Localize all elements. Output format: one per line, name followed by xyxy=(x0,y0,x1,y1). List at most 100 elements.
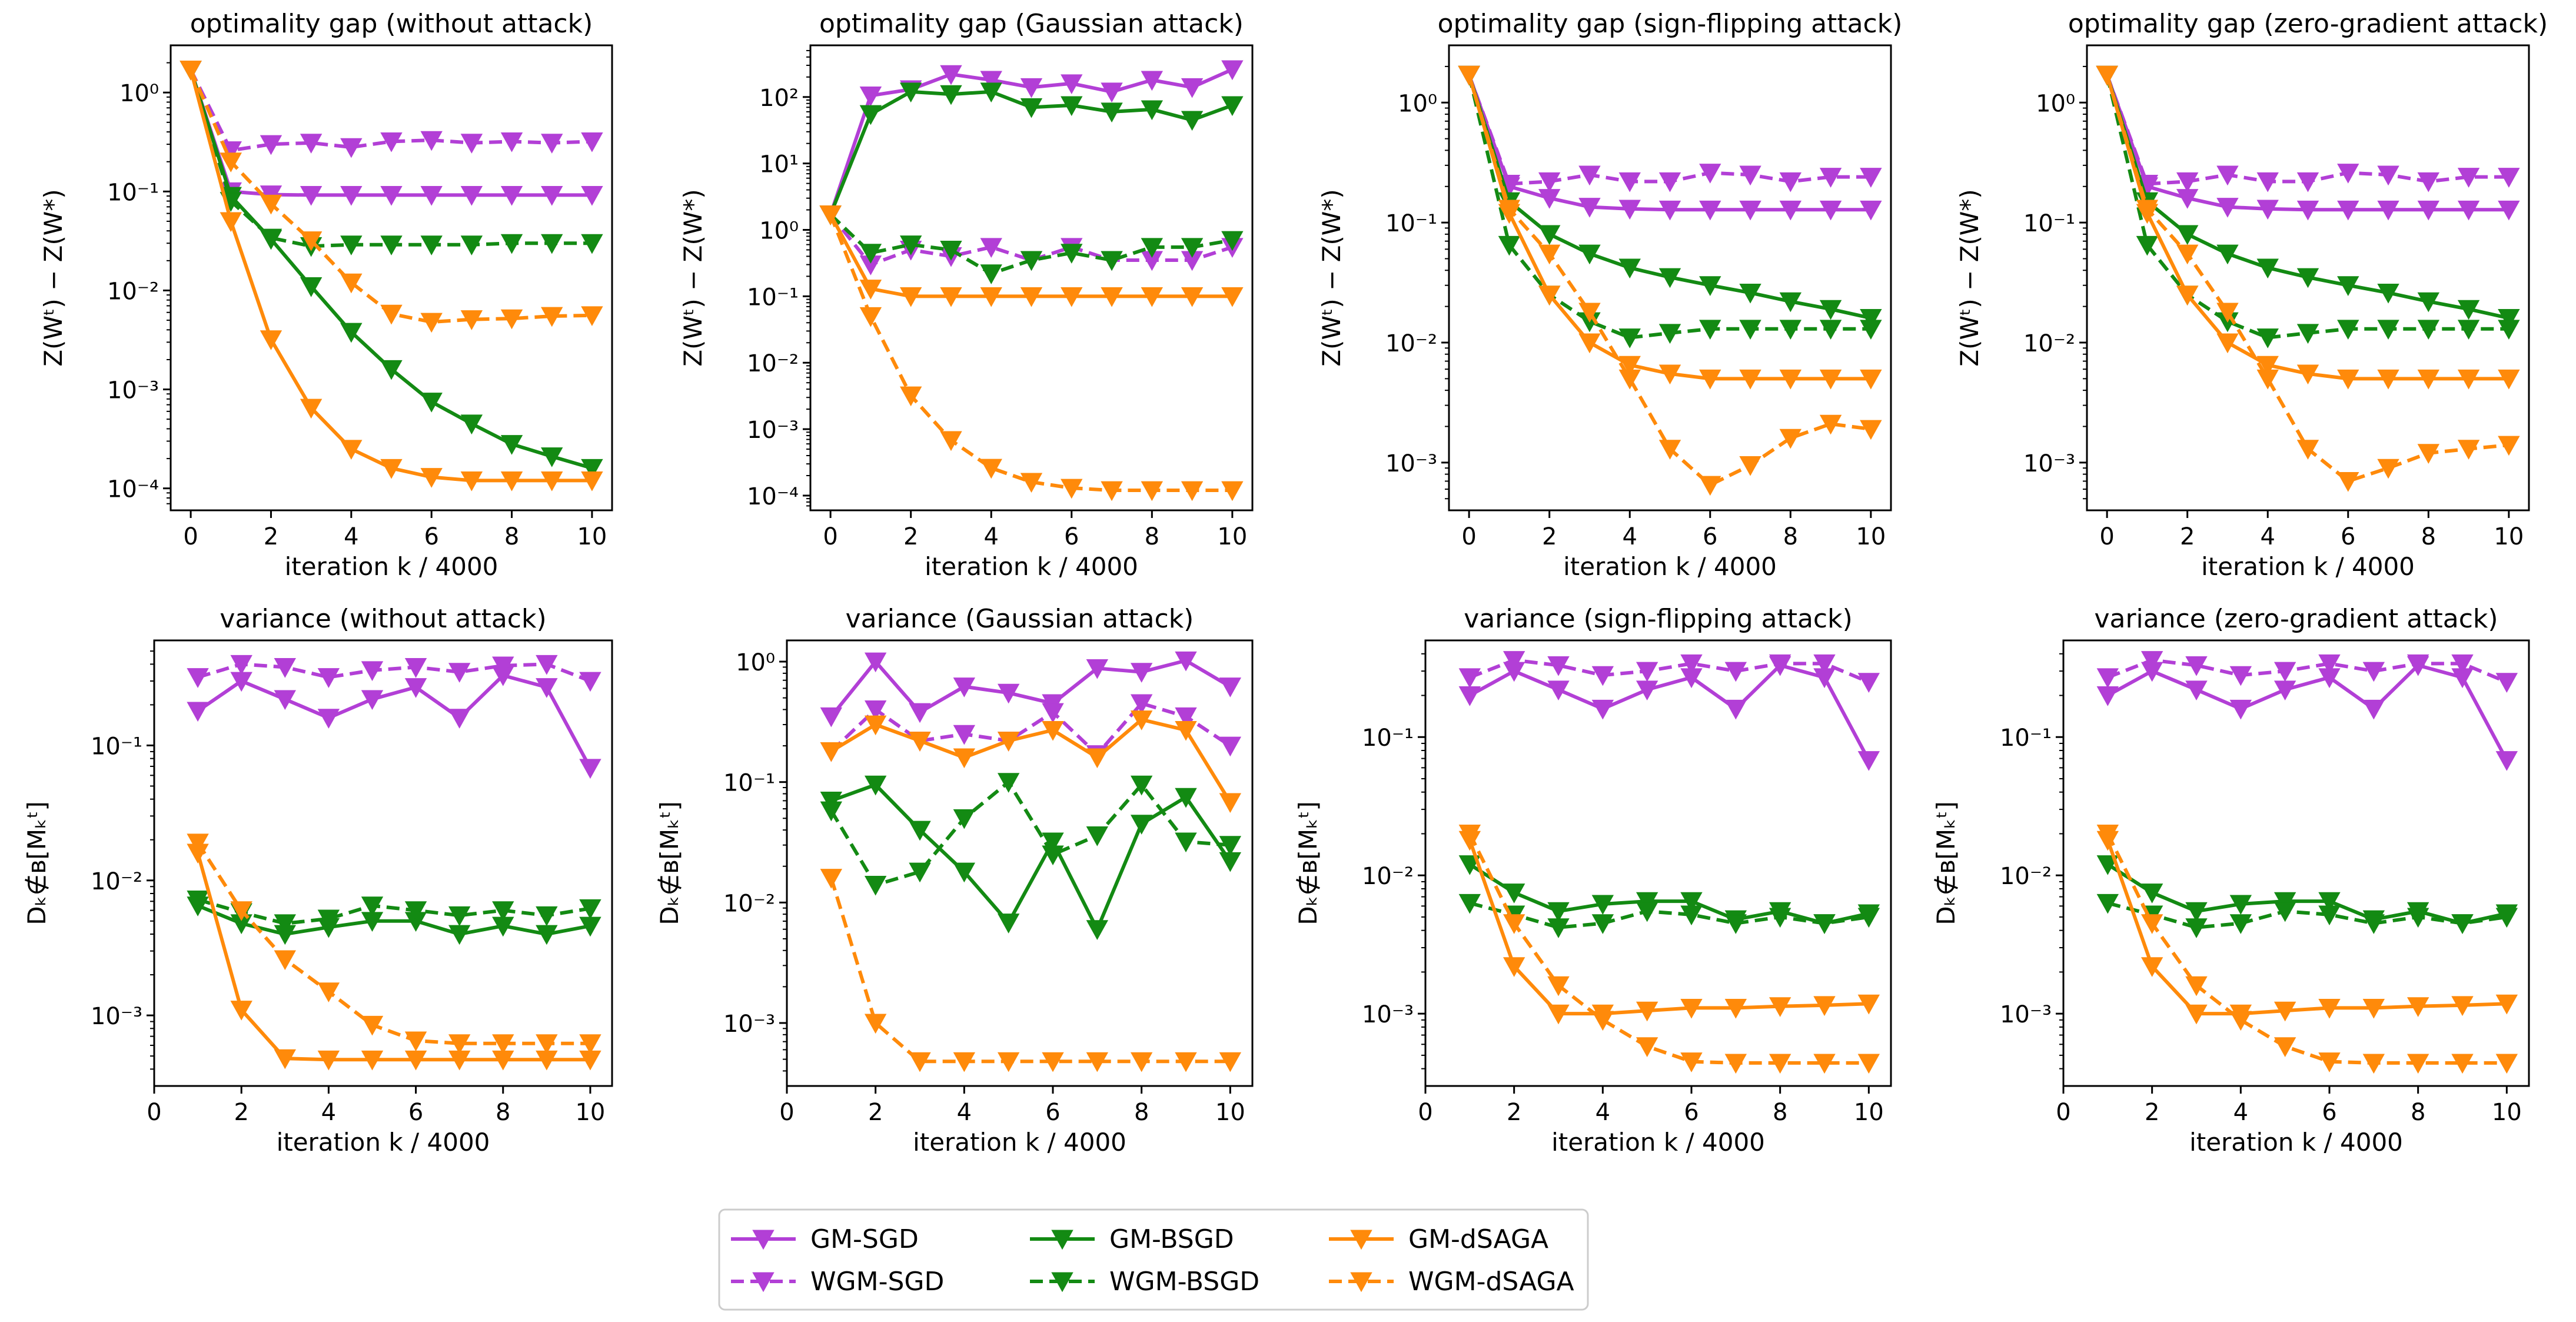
data-point-WGM-BSGD xyxy=(1857,908,1880,928)
data-point-GM-SGD xyxy=(1130,663,1153,683)
data-point-WGM-dSAGA xyxy=(2256,369,2279,390)
data-point-WGM-dSAGA xyxy=(380,304,403,325)
data-point-WGM-dSAGA xyxy=(460,310,483,330)
data-point-WGM-SGD xyxy=(404,658,427,678)
data-point-WGM-SGD xyxy=(579,672,601,692)
series-line-WGM-BSGD xyxy=(829,780,1231,887)
data-point-GM-BSGD xyxy=(1591,895,1614,915)
legend: GM-SGD WGM-SGD GM-BSGD WGM-BSGD GM-dSAGA WGM-… xyxy=(718,1208,1589,1311)
data-point-GM-SGD xyxy=(940,65,962,85)
data-point-GM-SGD xyxy=(2216,198,2239,218)
series-line-GM-SGD xyxy=(829,659,1231,718)
data-point-WGM-BSGD xyxy=(1724,914,1747,934)
data-point-GM-SGD xyxy=(404,678,427,698)
data-point-GM-BSGD xyxy=(2498,308,2520,329)
data-point-GM-SGD xyxy=(1061,74,1083,94)
data-point-WGM-BSGD xyxy=(361,896,384,916)
data-point-GM-SGD xyxy=(953,677,976,697)
series-WGM-dSAGA xyxy=(180,61,603,333)
data-point-GM-SGD xyxy=(1779,200,1802,221)
plot-frame xyxy=(1424,639,1892,1087)
series-line-WGM-dSAGA xyxy=(196,842,590,1045)
data-point-WGM-dSAGA xyxy=(2296,440,2319,460)
data-point-GM-SGD xyxy=(1699,200,1721,221)
data-point-GM-BSGD xyxy=(2216,244,2239,265)
data-point-GM-dSAGA xyxy=(1538,285,1561,306)
y-tick-label: 10⁻¹ xyxy=(2023,210,2075,237)
data-point-GM-SGD xyxy=(1101,82,1123,103)
data-point-GM-BSGD xyxy=(2256,258,2279,279)
series-line-GM-SGD xyxy=(2106,663,2508,761)
data-point-WGM-dSAGA xyxy=(1724,1054,1747,1074)
data-point-WGM-dSAGA xyxy=(2377,459,2399,479)
x-axis-label: iteration k / 4000 xyxy=(2189,1128,2403,1157)
data-point-GM-BSGD xyxy=(1547,902,1570,922)
data-point-GM-dSAGA xyxy=(260,330,282,350)
y-tick-label: 10⁻¹ xyxy=(2000,725,2052,752)
chart-title: variance (without attack) xyxy=(220,604,546,634)
data-point-WGM-BSGD xyxy=(2498,320,2520,340)
series-WGM-BSGD xyxy=(820,773,1242,896)
data-point-WGM-dSAGA xyxy=(1591,1011,1614,1031)
series-line-WGM-SGD xyxy=(197,662,591,683)
data-point-WGM-SGD xyxy=(2407,654,2429,675)
series-line-WGM-SGD xyxy=(830,702,1231,756)
data-point-WGM-dSAGA xyxy=(1699,476,1721,496)
data-point-WGM-BSGD xyxy=(1061,244,1083,264)
data-point-WGM-dSAGA xyxy=(1219,1052,1242,1072)
data-point-GM-BSGD xyxy=(2457,300,2480,320)
data-point-WGM-dSAGA xyxy=(899,386,922,407)
data-point-WGM-dSAGA xyxy=(274,950,296,971)
data-point-GM-SGD xyxy=(541,185,563,206)
data-point-WGM-dSAGA xyxy=(1498,200,1521,220)
x-axis-label: iteration k / 4000 xyxy=(277,1128,490,1157)
data-point-WGM-dSAGA xyxy=(300,231,323,251)
data-point-GM-dSAGA xyxy=(2337,369,2359,390)
series-line-GM-dSAGA xyxy=(830,718,1232,803)
data-point-GM-SGD xyxy=(1547,680,1570,700)
data-point-GM-BSGD xyxy=(2337,276,2359,296)
data-point-WGM-BSGD xyxy=(980,264,1002,284)
series-GM-SGD xyxy=(1458,65,1882,221)
data-point-WGM-SGD xyxy=(2140,651,2163,671)
data-point-GM-dSAGA xyxy=(1724,998,1747,1019)
data-point-WGM-dSAGA xyxy=(940,431,962,451)
x-tick-label: 10 xyxy=(1215,1099,1245,1126)
x-tick-label: 0 xyxy=(183,523,198,550)
data-point-GM-SGD xyxy=(2273,680,2296,700)
data-point-WGM-BSGD xyxy=(1181,238,1204,258)
data-point-GM-SGD xyxy=(1724,699,1747,720)
data-point-GM-dSAGA xyxy=(1086,748,1109,769)
y-tick-label: 10⁻³ xyxy=(2023,450,2075,477)
series-GM-BSGD xyxy=(1458,65,1882,329)
data-point-WGM-BSGD xyxy=(1020,251,1043,271)
data-point-GM-SGD xyxy=(1219,677,1242,697)
data-point-GM-SGD xyxy=(1181,78,1204,98)
data-point-WGM-SGD xyxy=(2337,164,2359,184)
series-WGM-dSAGA xyxy=(2096,825,2518,1074)
data-point-GM-BSGD xyxy=(1061,96,1083,117)
data-point-GM-dSAGA xyxy=(460,471,483,491)
data-point-GM-BSGD xyxy=(1680,892,1703,912)
y-tick-label: 10⁰ xyxy=(119,80,159,107)
series-line-GM-SGD xyxy=(189,69,592,197)
data-point-GM-dSAGA xyxy=(820,742,843,762)
y-tick-label: 10⁰ xyxy=(759,218,799,245)
data-point-WGM-dSAGA xyxy=(1175,1052,1197,1072)
data-point-WGM-SGD xyxy=(1591,666,1614,686)
data-point-WGM-SGD xyxy=(1779,172,1802,192)
data-point-GM-dSAGA xyxy=(2407,997,2429,1017)
series-WGM-SGD xyxy=(180,61,603,161)
chart-panel-6: 0 2 4 6 8 10 10⁻³ 10⁻² 10⁻¹ 10⁰ variance (Gaussian… xyxy=(655,604,1254,1157)
data-point-WGM-BSGD xyxy=(997,773,1020,793)
data-point-WGM-SGD xyxy=(460,134,483,154)
data-point-GM-dSAGA xyxy=(2498,369,2520,390)
x-tick-label: 10 xyxy=(1217,523,1247,550)
data-point-GM-dSAGA xyxy=(1061,287,1083,307)
y-tick-label: 10⁰ xyxy=(736,649,775,676)
series-GM-BSGD xyxy=(187,896,601,945)
data-point-WGM-BSGD xyxy=(1739,320,1761,340)
series-line-WGM-BSGD xyxy=(189,69,592,248)
data-point-WGM-SGD xyxy=(980,238,1002,258)
data-point-WGM-BSGD xyxy=(274,914,296,935)
